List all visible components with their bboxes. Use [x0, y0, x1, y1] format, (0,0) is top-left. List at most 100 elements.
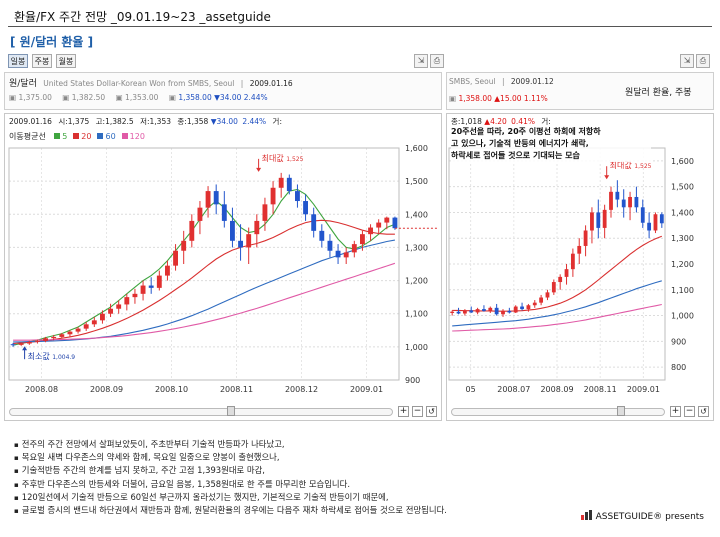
candle-body — [254, 220, 260, 235]
candle-body — [51, 336, 57, 339]
candle-body — [475, 309, 480, 313]
reset-icon[interactable]: ↺ — [426, 406, 437, 417]
candle-body — [108, 308, 113, 314]
weekly-scroll-handle[interactable] — [617, 406, 625, 416]
commentary-item: 글로벌 증시의 밴드내 하단권에서 재반등과 함께, 원달러환율의 경우에는 다… — [14, 504, 574, 517]
tab-weekly[interactable]: 주봉 — [32, 54, 52, 68]
tab-daily[interactable]: 일봉 — [8, 54, 28, 68]
candle-body — [609, 191, 613, 210]
y-tick-label: 800 — [671, 363, 686, 372]
candle-body — [26, 341, 32, 344]
x-tick-label: 2008.09 — [540, 385, 573, 394]
y-tick-label: 1,000 — [405, 343, 428, 352]
candle-body — [116, 304, 122, 309]
commentary-item: 기술적반등 주간의 한계를 넘지 못하고, 주간 고점 1,393원대로 마감, — [14, 464, 574, 477]
candle-body — [238, 240, 243, 248]
candle-body — [482, 309, 486, 311]
candle-body — [532, 302, 537, 306]
candle-body — [384, 217, 390, 223]
weekly-scrollbar[interactable] — [451, 408, 665, 416]
x-tick-label: 2008.12 — [285, 385, 318, 394]
candle-body — [507, 310, 512, 313]
candle-body — [494, 307, 499, 315]
candle-body — [602, 209, 607, 228]
zoom-in-icon[interactable]: + — [398, 406, 409, 417]
x-tick-label: 2008.11 — [220, 385, 253, 394]
ma-line-120 — [13, 262, 396, 341]
zoom-out-icon[interactable]: − — [412, 406, 423, 417]
zoom-in-icon-right[interactable]: + — [670, 406, 681, 417]
candle-body — [368, 227, 373, 235]
y-tick-label: 900 — [671, 337, 686, 346]
print-icon-right[interactable]: ⎙ — [696, 54, 710, 68]
legend-item-120: 120 — [121, 132, 145, 141]
candle-body — [343, 252, 349, 258]
y-tick-label: 1,500 — [405, 177, 428, 186]
price-change: ▼34.00 — [214, 93, 242, 102]
zoom-out-icon-right[interactable]: − — [684, 406, 695, 417]
marker-value: 1,004.9 — [52, 354, 75, 361]
candle-body — [205, 191, 211, 208]
brand-logo-icon — [580, 510, 593, 523]
quote-value-3: 1,353.00 — [125, 93, 159, 102]
marker-label: 최대값 1,525 — [610, 160, 652, 170]
candle-body — [124, 297, 130, 305]
ma-line-60 — [13, 239, 395, 343]
candle-body — [577, 245, 582, 254]
x-tick-label: 05 — [466, 385, 476, 394]
candle-body — [647, 222, 652, 231]
marker-arrowhead — [256, 167, 262, 172]
candle-body — [469, 310, 474, 313]
left-quote-header: 원/달러 United States Dollar-Korean Won fro… — [4, 72, 442, 110]
commentary-item: 주후반 다우존스의 반등세와 더불어, 금요일 음봉, 1,358원대로 한 주… — [14, 478, 574, 491]
candle-body — [189, 220, 195, 241]
candle-body — [148, 285, 154, 288]
tab-monthly[interactable]: 월봉 — [56, 54, 76, 68]
x-tick-label: 2009.01 — [350, 385, 383, 394]
export-icon[interactable]: ⇲ — [414, 54, 428, 68]
marker-arrowhead — [22, 346, 28, 351]
candle-body — [91, 320, 97, 325]
right-source: SMBS, Seoul — [449, 77, 496, 86]
left-info-bar: 2009.01.16 시:1,375 고:1,382.5 저:1,353 종:1… — [9, 117, 282, 126]
right-date: 2009.01.12 — [510, 77, 554, 86]
y-tick-label: 1,100 — [671, 286, 694, 295]
daily-candlestick-chart: 900 1,000 1,100 1,200 1,300 1,400 1,500 1,600 20… — [8, 144, 437, 394]
candle-body — [213, 191, 219, 205]
candle-body — [621, 199, 626, 208]
ma-line-5 — [12, 188, 396, 346]
legend-item-60: 60 — [97, 132, 116, 141]
candle-body — [640, 207, 645, 223]
candle-body — [360, 234, 365, 245]
candle-body — [230, 220, 235, 241]
y-tick-label: 1,000 — [671, 312, 694, 321]
candle-body — [564, 269, 569, 277]
candle-body — [596, 212, 601, 228]
commentary-item: 전주의 주간 전망에서 살펴보았듯이, 주초반부터 기술적 반등파가 나타났고, — [14, 438, 574, 451]
candle-body — [558, 276, 563, 283]
daily-scroll-handle[interactable] — [227, 406, 235, 416]
candle-body — [278, 177, 284, 188]
candle-body — [18, 343, 24, 345]
marker-label: 최소값 1,004.9 — [28, 351, 76, 361]
candle-body — [43, 338, 48, 341]
candle-body — [456, 311, 461, 314]
right-quote-header: SMBS, Seoul | 2009.01.12 ▣ 1,358.00 ▲15.… — [446, 72, 714, 110]
export-icon-right[interactable]: ⇲ — [680, 54, 694, 68]
brand-footer: ASSETGUIDE® presents — [580, 510, 704, 523]
candle-body — [295, 191, 300, 202]
y-tick-label: 1,300 — [671, 234, 694, 243]
weekly-candlestick-chart: 800 900 1,000 1,100 1,200 1,300 1,400 1,500 1,60… — [448, 147, 694, 394]
y-tick-label: 1,500 — [671, 183, 694, 192]
print-icon[interactable]: ⎙ — [430, 54, 444, 68]
slide-title: 환율/FX 주간 전망 _09.01.19~23 _assetguide — [14, 10, 271, 24]
daily-scrollbar[interactable] — [9, 408, 393, 416]
candle-body — [615, 191, 620, 200]
commentary-list: 전주의 주간 전망에서 살펴보았듯이, 주초반부터 기술적 반등파가 나타났고,… — [14, 438, 574, 517]
daily-chart-panel: 2009.01.16 시:1,375 고:1,382.5 저:1,353 종:1… — [4, 113, 442, 421]
reset-icon-right[interactable]: ↺ — [698, 406, 709, 417]
candle-body — [450, 311, 455, 313]
candle-body — [376, 222, 382, 228]
right-price-change-pct: 1.11% — [523, 94, 548, 103]
right-last-price: 1,358.00 — [458, 94, 492, 103]
